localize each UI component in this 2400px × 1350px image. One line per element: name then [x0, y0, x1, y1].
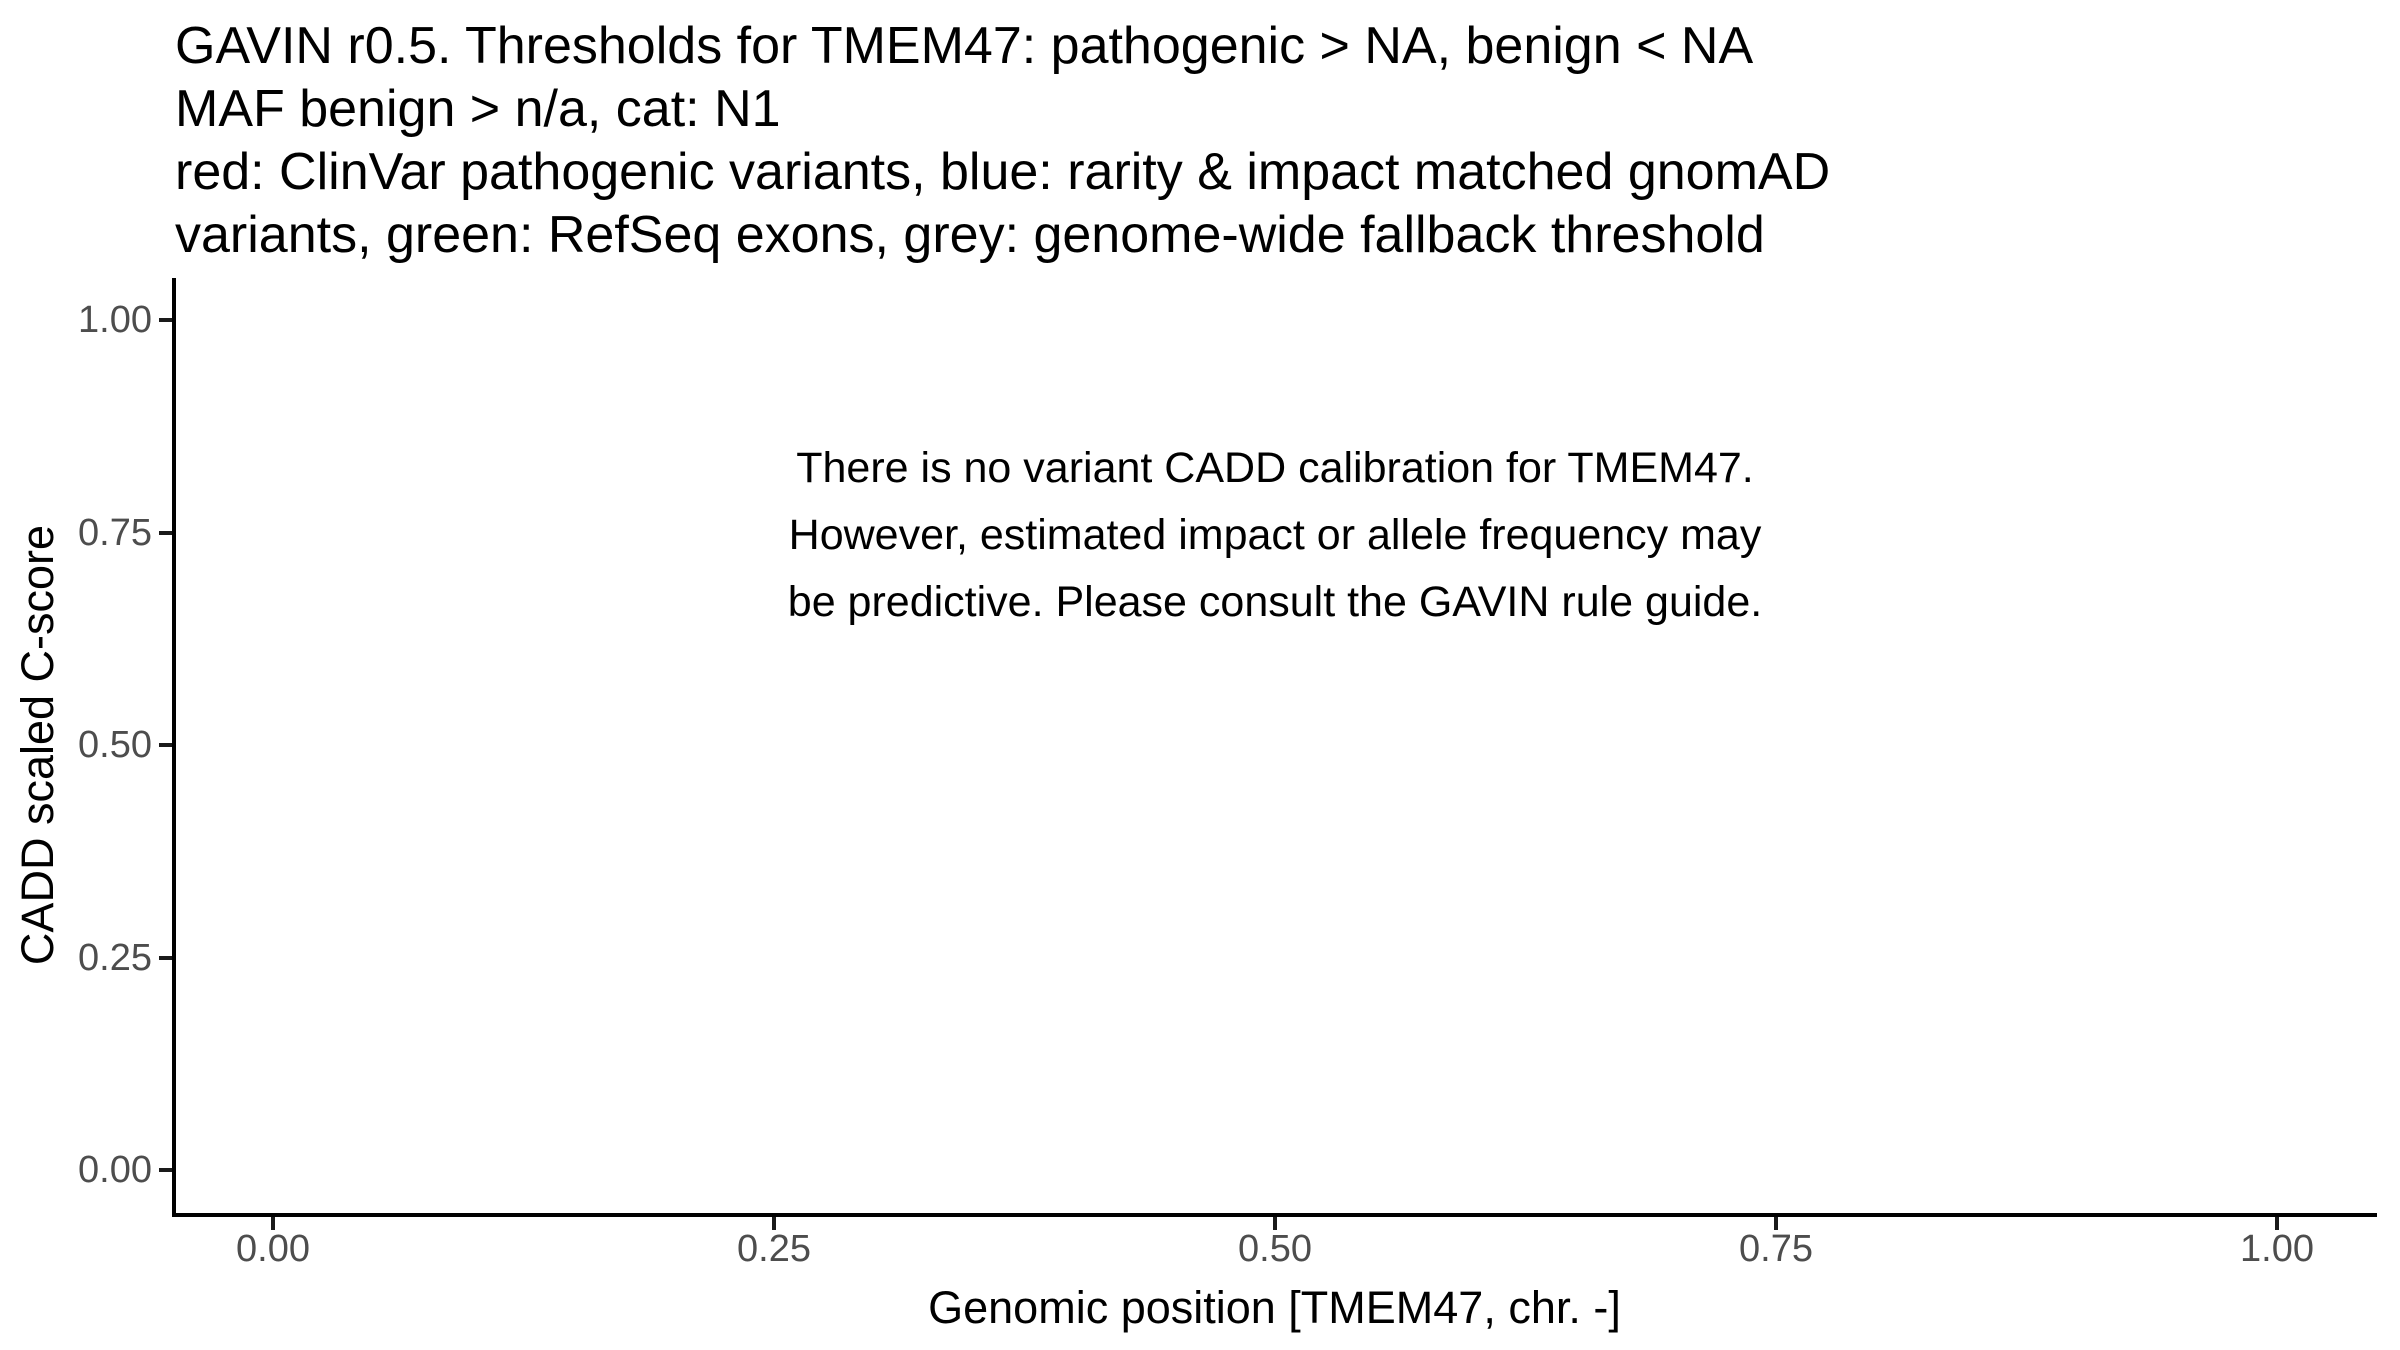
y-tick-mark-0.50: [159, 743, 172, 747]
plot-title-line-2: MAF benign > n/a, cat: N1: [175, 80, 781, 138]
annotation-line-2: However, estimated impact or allele freq…: [788, 511, 1762, 559]
y-tick-mark-0.75: [159, 531, 172, 535]
x-tick-label: 0.50: [1238, 1228, 1312, 1270]
y-tick-label: 1.00: [78, 299, 152, 341]
no-calibration-annotation: There is no variant CADD calibration for…: [275, 435, 2275, 636]
y-tick-mark-0.25: [159, 956, 172, 960]
y-tick-label: 0.50: [78, 724, 152, 766]
plot-panel: [172, 278, 2377, 1217]
x-tick-mark-0.25: [772, 1217, 776, 1230]
x-tick-mark-0.75: [1774, 1217, 1778, 1230]
y-tick-mark-0.00: [159, 1168, 172, 1172]
annotation-line-1: There is no variant CADD calibration for…: [796, 444, 1754, 492]
y-tick-label: 0.00: [78, 1149, 152, 1191]
y-tick-label: 0.25: [78, 937, 152, 979]
plot-title-line-1: GAVIN r0.5. Thresholds for TMEM47: patho…: [175, 17, 1754, 75]
y-tick-mark-1.00: [159, 318, 172, 322]
annotation-line-3: be predictive. Please consult the GAVIN …: [787, 578, 1763, 626]
x-tick-mark-0.00: [271, 1217, 275, 1230]
y-axis-title: CADD scaled C-score: [12, 524, 63, 966]
x-tick-label: 0.00: [236, 1228, 310, 1270]
x-tick-label: 0.25: [737, 1228, 811, 1270]
x-axis-title: Genomic position [TMEM47, chr. -]: [928, 1282, 1621, 1333]
x-tick-label: 0.75: [1739, 1228, 1813, 1270]
x-tick-mark-1.00: [2275, 1217, 2279, 1230]
plot-title-line-3: red: ClinVar pathogenic variants, blue: …: [175, 143, 1831, 201]
plot-title-line-4: variants, green: RefSeq exons, grey: gen…: [175, 206, 1765, 264]
y-tick-label: 0.75: [78, 512, 152, 554]
x-tick-label: 1.00: [2240, 1228, 2314, 1270]
x-tick-mark-0.50: [1273, 1217, 1277, 1230]
